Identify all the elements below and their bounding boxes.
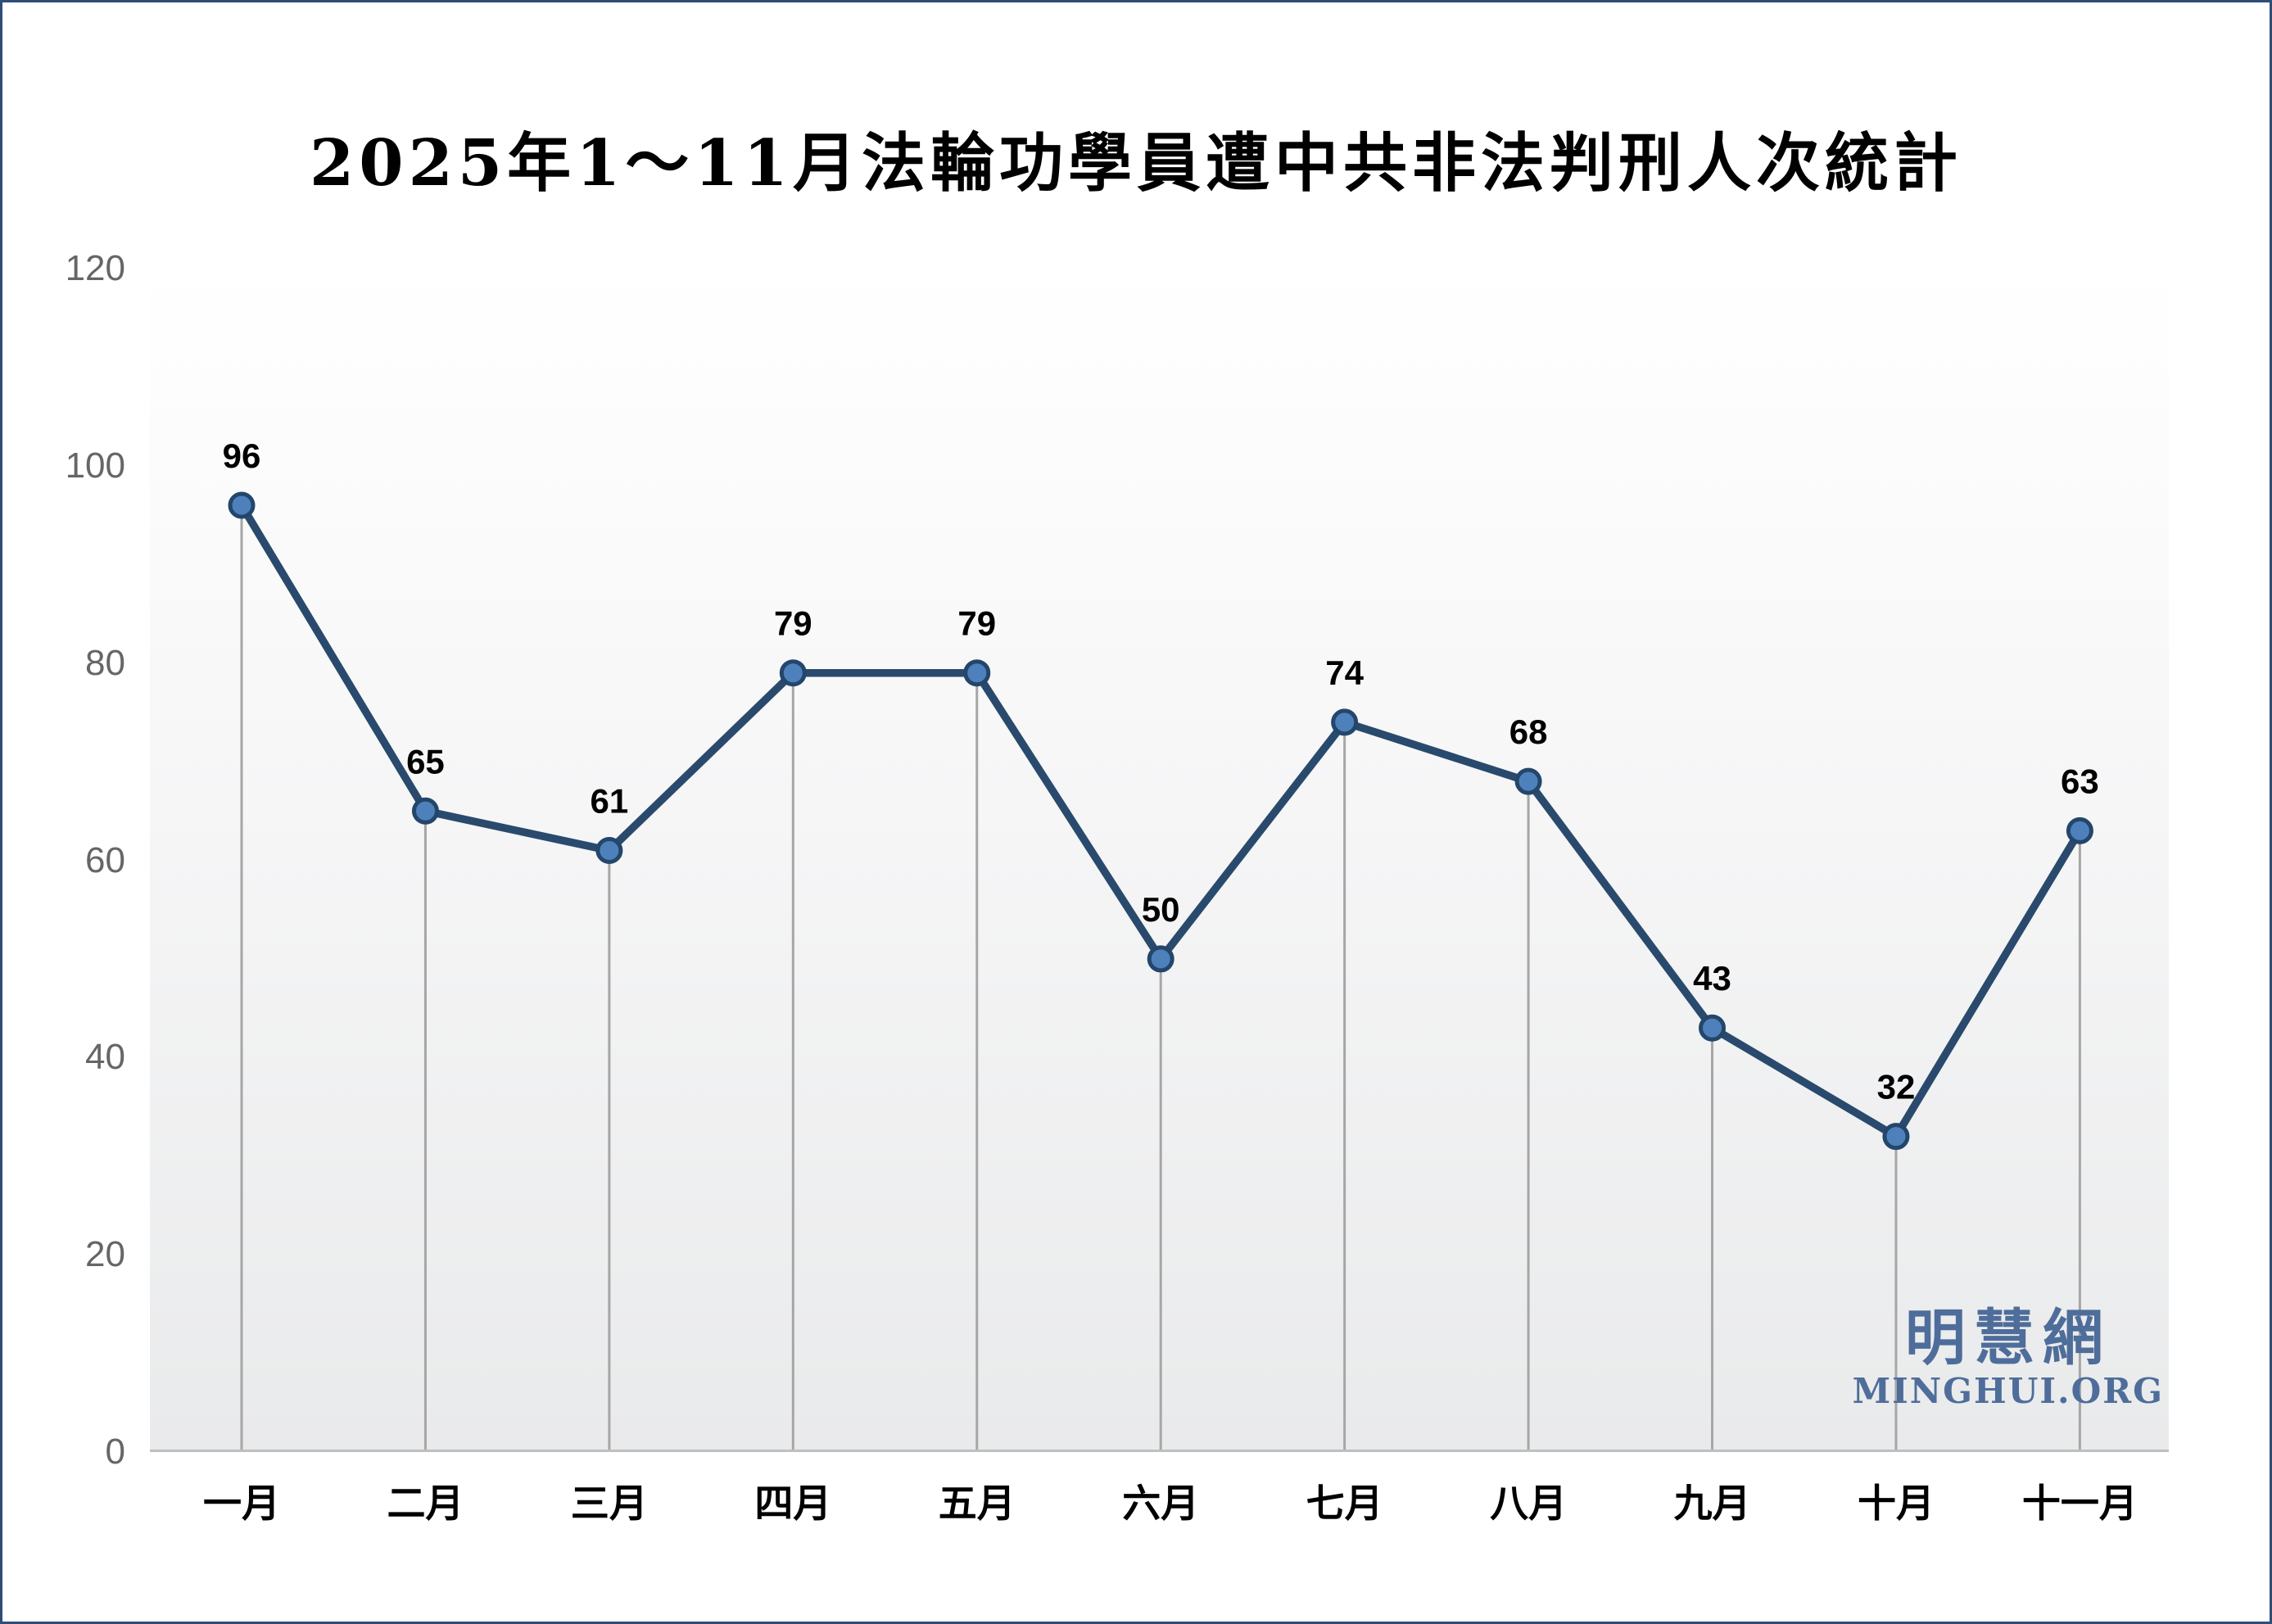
data-point-marker bbox=[411, 797, 439, 825]
y-tick-label: 0 bbox=[105, 1432, 125, 1472]
y-tick-label: 40 bbox=[85, 1037, 125, 1078]
data-point-marker bbox=[1331, 708, 1359, 736]
x-category-label: 四月 bbox=[754, 1482, 832, 1527]
x-category-label: 六月 bbox=[1122, 1482, 1200, 1527]
value-label: 65 bbox=[406, 742, 445, 780]
data-point-marker bbox=[779, 659, 807, 687]
watermark-cjk-text: 明慧網 bbox=[1904, 1303, 2111, 1373]
x-category-label: 三月 bbox=[570, 1482, 648, 1527]
value-label: 79 bbox=[774, 604, 812, 643]
value-label: 50 bbox=[1142, 890, 1180, 929]
y-tick-label: 100 bbox=[65, 445, 125, 486]
data-point-marker bbox=[228, 491, 256, 519]
data-point-marker bbox=[1882, 1123, 1910, 1151]
value-label: 68 bbox=[1509, 712, 1548, 751]
data-point-marker bbox=[595, 836, 623, 864]
data-point-marker bbox=[1514, 767, 1542, 795]
line-chart-svg: 96 65 61 79 79 50 74 68 43 32 63 bbox=[150, 437, 2169, 1452]
value-label: 61 bbox=[591, 781, 629, 820]
watermark: 明慧網 MINGHUI.ORG bbox=[1853, 1306, 2164, 1411]
data-point-marker bbox=[1699, 1014, 1727, 1042]
x-category-label: 八月 bbox=[1490, 1482, 1568, 1527]
value-label: 74 bbox=[1325, 654, 1364, 692]
x-category-label: 十一月 bbox=[2021, 1482, 2138, 1527]
value-label: 96 bbox=[223, 437, 261, 475]
x-category-label: 五月 bbox=[938, 1482, 1016, 1527]
data-point-marker bbox=[2066, 817, 2093, 844]
y-tick-label: 60 bbox=[85, 839, 125, 880]
x-category-label: 一月 bbox=[203, 1482, 280, 1527]
x-category-label: 七月 bbox=[1306, 1482, 1383, 1527]
value-label: 79 bbox=[957, 604, 996, 643]
data-point-marker bbox=[963, 659, 991, 687]
x-category-label: 十月 bbox=[1857, 1482, 1935, 1527]
value-label: 32 bbox=[1877, 1068, 1916, 1106]
chart-title: 2025年1～11月法輪功學員遭中共非法判刑人次統計 bbox=[310, 126, 1962, 201]
y-tick-label: 120 bbox=[65, 248, 125, 288]
value-label: 63 bbox=[2061, 762, 2099, 800]
y-tick-label: 80 bbox=[85, 642, 125, 683]
x-category-label: 九月 bbox=[1673, 1482, 1751, 1527]
data-point-marker bbox=[1147, 945, 1174, 973]
value-label: 43 bbox=[1693, 959, 1731, 997]
plot-area: 明慧網 MINGHUI.ORG 96 65 61 79 79 50 74 68 43 32 63 bbox=[150, 269, 2169, 1452]
watermark-latin-text: MINGHUI.ORG bbox=[1852, 1371, 2164, 1411]
x-category-label: 二月 bbox=[387, 1482, 464, 1527]
y-tick-label: 20 bbox=[85, 1234, 125, 1275]
